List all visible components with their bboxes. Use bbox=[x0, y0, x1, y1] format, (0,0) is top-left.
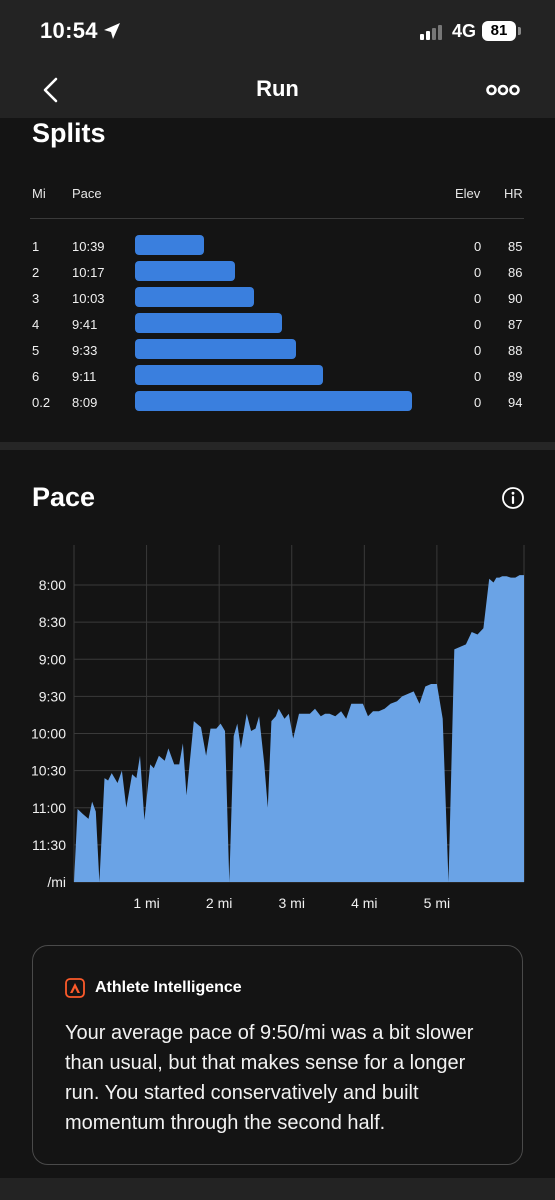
signal-icon bbox=[420, 25, 442, 40]
split-hr: 90 bbox=[508, 291, 523, 306]
split-row[interactable]: 4 9:41 0 87 bbox=[0, 313, 555, 339]
y-tick-label: 9:00 bbox=[39, 651, 66, 667]
athlete-intelligence-icon bbox=[65, 978, 85, 998]
split-pace: 9:11 bbox=[72, 369, 97, 384]
x-tick-label: 4 mi bbox=[351, 895, 377, 910]
split-hr: 89 bbox=[508, 369, 523, 384]
chevron-left-icon[interactable] bbox=[38, 76, 66, 104]
splits-title: Splits bbox=[32, 118, 106, 148]
battery-tip bbox=[518, 27, 521, 35]
x-tick-label: 2 mi bbox=[206, 895, 232, 910]
battery-indicator: 81 bbox=[482, 21, 516, 41]
split-elev: 0 bbox=[474, 265, 482, 280]
y-tick-label: 10:30 bbox=[31, 763, 66, 779]
split-elev: 0 bbox=[474, 369, 482, 384]
split-mile: 4 bbox=[32, 317, 40, 332]
split-elev: 0 bbox=[474, 317, 482, 332]
split-row[interactable]: 5 9:33 0 88 bbox=[0, 339, 555, 365]
pace-chart[interactable]: 8:008:309:009:3010:0010:3011:0011:30/mi … bbox=[0, 530, 555, 910]
split-mile: 1 bbox=[32, 239, 40, 254]
y-tick-label: 9:30 bbox=[39, 688, 66, 704]
column-header-mi: Mi bbox=[32, 186, 46, 201]
split-mile: 5 bbox=[32, 343, 40, 358]
split-mile: 3 bbox=[32, 291, 40, 306]
split-pace: 9:41 bbox=[72, 317, 98, 332]
location-arrow-icon bbox=[104, 23, 120, 39]
split-pace: 10:17 bbox=[72, 265, 105, 280]
split-hr: 94 bbox=[508, 395, 523, 410]
info-icon[interactable] bbox=[501, 486, 525, 510]
athlete-intelligence-text: Your average pace of 9:50/mi was a bit s… bbox=[65, 1022, 474, 1134]
split-hr: 88 bbox=[508, 343, 523, 358]
split-hr: 87 bbox=[508, 317, 523, 332]
pace-area-series bbox=[74, 575, 524, 882]
x-tick-label: 3 mi bbox=[279, 895, 305, 910]
split-pace-bar bbox=[135, 391, 412, 411]
athlete-intelligence-title: Athlete Intelligence bbox=[95, 979, 242, 996]
more-icon[interactable] bbox=[486, 82, 520, 98]
split-elev: 0 bbox=[474, 291, 482, 306]
split-elev: 0 bbox=[474, 343, 482, 358]
split-hr: 86 bbox=[508, 265, 523, 280]
split-elev: 0 bbox=[474, 239, 482, 254]
split-pace-bar bbox=[135, 365, 323, 385]
split-pace: 8:09 bbox=[72, 395, 98, 410]
y-tick-label: 8:30 bbox=[39, 614, 66, 630]
y-tick-label: /mi bbox=[47, 874, 66, 890]
split-pace-bar bbox=[135, 339, 296, 359]
y-tick-label: 11:00 bbox=[32, 800, 66, 816]
split-mile: 6 bbox=[32, 369, 40, 384]
athlete-intelligence-card[interactable]: Athlete Intelligence Your average pace o… bbox=[32, 945, 523, 1165]
splits-section: Splits Mi Pace Elev HR 1 10:39 0 85 2 10… bbox=[0, 118, 555, 442]
column-header-pace: Pace bbox=[72, 186, 102, 201]
split-pace-bar bbox=[135, 261, 235, 281]
x-axis-ticks: 1 mi 2 mi 3 mi 4 mi 5 mi bbox=[133, 895, 450, 910]
split-row[interactable]: 1 10:39 0 85 bbox=[0, 235, 555, 261]
splits-divider bbox=[30, 218, 524, 219]
column-header-elev: Elev bbox=[455, 186, 481, 201]
pace-section: Pace 8:00 8:30 9:00 9:30 10:00 10:30 11:00 11:3… bbox=[0, 450, 555, 1170]
split-hr: 85 bbox=[508, 239, 523, 254]
split-elev: 0 bbox=[474, 395, 482, 410]
x-tick-label: 5 mi bbox=[424, 895, 450, 910]
pace-title: Pace bbox=[32, 482, 96, 512]
network-type: 4G bbox=[452, 21, 477, 41]
split-pace: 10:03 bbox=[72, 291, 105, 306]
status-time: 10:54 bbox=[40, 18, 98, 43]
split-row[interactable]: 0.2 8:09 0 94 bbox=[0, 391, 555, 417]
column-header-hr: HR bbox=[504, 186, 523, 201]
y-tick-label: 8:00 bbox=[39, 577, 66, 593]
bottom-toolbar bbox=[0, 1178, 555, 1200]
split-pace: 10:39 bbox=[72, 239, 105, 254]
split-pace-bar bbox=[135, 235, 204, 255]
split-pace: 9:33 bbox=[72, 343, 98, 358]
y-tick-label: 10:00 bbox=[31, 726, 66, 742]
split-pace-bar bbox=[135, 287, 254, 307]
split-pace-bar bbox=[135, 313, 282, 333]
split-row[interactable]: 3 10:03 0 90 bbox=[0, 287, 555, 313]
y-tick-label: 11:30 bbox=[32, 837, 66, 853]
page-title: Run bbox=[256, 76, 299, 101]
y-axis-ticks: 8:00 8:30 9:00 9:30 10:00 10:30 11:00 11:30/mi bbox=[31, 577, 66, 890]
status-bar: 10:54 4G 81 bbox=[0, 0, 555, 62]
section-separator bbox=[0, 442, 555, 450]
nav-bar: Run bbox=[0, 62, 555, 118]
split-mile: 2 bbox=[32, 265, 40, 280]
split-row[interactable]: 2 10:17 0 86 bbox=[0, 261, 555, 287]
split-mile: 0.2 bbox=[32, 395, 51, 410]
x-tick-label: 1 mi bbox=[133, 895, 159, 910]
split-row[interactable]: 6 9:11 0 89 bbox=[0, 365, 555, 391]
